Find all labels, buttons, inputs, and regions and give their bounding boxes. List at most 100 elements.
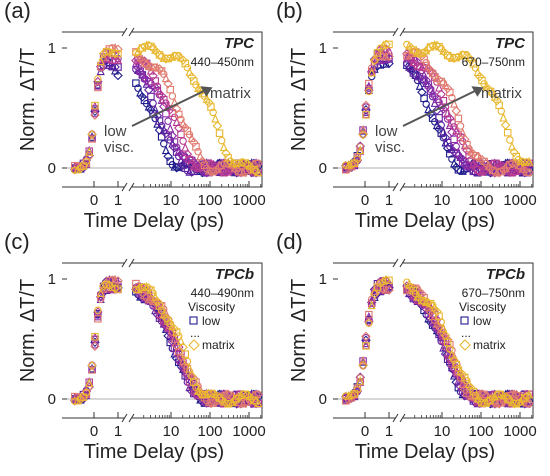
data-point [175, 110, 183, 119]
data-point [170, 333, 179, 341]
data-point [381, 275, 391, 285]
axis-break-mark [121, 27, 128, 37]
data-point [445, 113, 455, 124]
data-point [452, 360, 460, 369]
data-point [164, 117, 172, 125]
data-point [479, 166, 489, 176]
data-point [426, 85, 435, 93]
axis-break-mark [128, 258, 135, 268]
data-point [421, 75, 431, 85]
axis-break-mark [392, 413, 399, 423]
data-point [500, 120, 511, 130]
data-point [133, 62, 143, 73]
data-point [190, 77, 198, 85]
data-point [186, 371, 197, 381]
data-point [455, 381, 466, 392]
data-point [160, 70, 168, 78]
data-point [358, 129, 368, 140]
data-point [215, 129, 224, 137]
data-point [525, 156, 534, 166]
x-tick-label: 100 [197, 192, 222, 209]
data-point [480, 157, 488, 166]
data-point [367, 67, 376, 77]
data-point [361, 109, 371, 118]
axis-break-mark [128, 182, 135, 192]
data-point [166, 85, 174, 94]
x-axis-title: Time Delay (ps) [84, 210, 224, 232]
data-point [240, 167, 251, 177]
low-viscosity-label: visc. [375, 139, 405, 156]
data-point [437, 77, 445, 86]
data-point [96, 288, 105, 297]
data-point [422, 59, 430, 67]
data-point [437, 318, 445, 326]
data-point [442, 143, 453, 153]
data-point [406, 65, 416, 76]
data-point [75, 394, 86, 405]
data-point [436, 89, 446, 99]
series-6 [71, 280, 263, 408]
data-point [365, 319, 373, 327]
data-point [497, 107, 506, 115]
data-point [91, 101, 99, 110]
data-point [111, 274, 120, 284]
low-viscosity-label: low [375, 123, 398, 140]
wavelength-label: 440–450nm [191, 55, 254, 69]
data-point [212, 121, 223, 131]
data-point [163, 151, 173, 162]
data-point [364, 81, 373, 91]
data-point [192, 143, 200, 151]
y-tick-label: 1 [319, 271, 327, 288]
x-tick-label: 100 [197, 423, 222, 440]
axis-break-mark [399, 27, 406, 37]
plot-frame [62, 262, 263, 419]
data-point [525, 169, 533, 177]
data-point [161, 73, 170, 83]
data-point [462, 145, 472, 156]
data-point [87, 360, 97, 371]
data-point [136, 87, 145, 97]
data-point [184, 371, 195, 381]
data-point [475, 71, 485, 82]
data-point [82, 388, 91, 397]
viscosity-arrow [402, 89, 478, 127]
data-point [503, 128, 512, 137]
data-point [196, 385, 205, 394]
x-axis-title: Time Delay (ps) [355, 210, 495, 232]
data-point [155, 51, 164, 59]
data-point [466, 383, 477, 393]
x-tick-label: 0 [361, 192, 369, 209]
data-point [177, 115, 185, 124]
data-point [361, 331, 371, 342]
data-point [113, 70, 123, 81]
x-tick-label: 1000 [232, 192, 265, 209]
data-point [171, 103, 182, 114]
data-point [458, 127, 467, 137]
y-axis-title: Norm. ΔT/T [288, 48, 310, 151]
data-point [94, 83, 102, 92]
data-point [113, 276, 123, 286]
data-point [379, 275, 388, 285]
data-point [499, 112, 508, 122]
data-point [456, 122, 465, 130]
data-point [432, 306, 442, 317]
y-tick-label: 0 [48, 391, 56, 408]
data-point [254, 159, 262, 167]
data-point [451, 162, 462, 173]
data-point [131, 55, 141, 66]
data-point [492, 95, 502, 106]
x-tick-label: 0 [90, 423, 98, 440]
data-point [381, 39, 391, 50]
data-point [110, 62, 120, 72]
data-point [140, 291, 149, 300]
data-point [469, 388, 478, 396]
data-point [90, 101, 100, 111]
data-point [443, 338, 452, 347]
axis-break-mark [121, 413, 128, 423]
data-point [134, 84, 142, 92]
data-point [506, 136, 514, 144]
data-point [409, 69, 418, 77]
legend-marker-low [189, 316, 198, 325]
data-point [467, 146, 476, 156]
